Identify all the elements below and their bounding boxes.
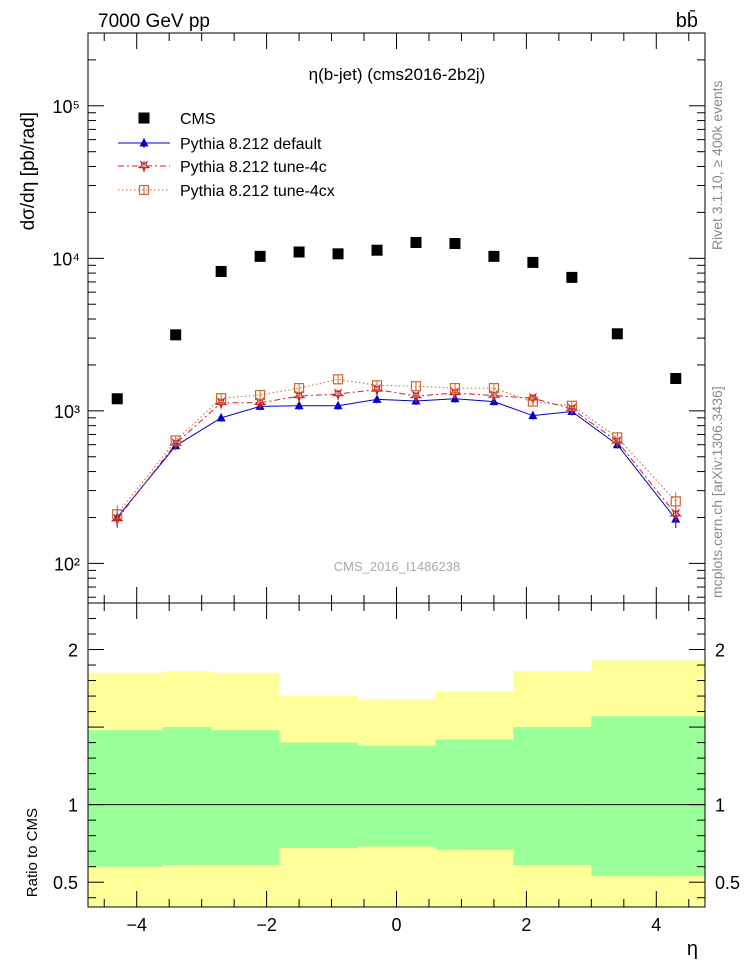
green-band-bin <box>435 739 514 850</box>
data-point <box>216 393 227 404</box>
data-point <box>527 256 539 268</box>
data-point <box>566 271 578 283</box>
series-cms <box>111 236 682 405</box>
green-band <box>88 716 705 876</box>
data-point <box>253 397 267 410</box>
top-y-tick-label: 10³ <box>54 402 80 422</box>
series-pythia-8-212-default <box>112 393 681 529</box>
legend-item: Pythia 8.212 tune-4cx <box>118 183 335 200</box>
data-point <box>170 329 182 341</box>
legend-item: Pythia 8.212 tune-4c <box>118 159 327 176</box>
ratio-y-tick-label: 0.5 <box>53 873 78 893</box>
x-tick-label: 2 <box>521 915 531 935</box>
data-point <box>488 250 500 262</box>
data-point <box>488 382 500 394</box>
x-tick-label: −2 <box>256 915 277 935</box>
ratio-y-tick-label: 2 <box>68 641 78 661</box>
data-point <box>528 410 538 420</box>
data-point <box>111 393 123 405</box>
data-point <box>612 432 623 443</box>
legend-item: CMS <box>138 111 216 128</box>
data-point <box>332 248 344 260</box>
ratio-y-tick-label-right: 1 <box>715 796 725 816</box>
legend-marker <box>138 184 150 196</box>
data-point <box>216 412 226 422</box>
green-band-bin <box>279 742 358 849</box>
green-band-bin <box>211 730 280 866</box>
green-band-bin <box>162 727 212 866</box>
data-point <box>292 390 306 403</box>
green-band-bin <box>591 716 705 876</box>
legend-marker <box>137 160 151 173</box>
data-point <box>170 435 181 446</box>
data-point <box>566 400 577 411</box>
data-point <box>409 390 423 403</box>
top-y-tick-label: 10⁴ <box>52 249 80 269</box>
data-point <box>293 382 305 394</box>
process-label: bb̄ <box>676 9 698 32</box>
ratio-y-tick-label-right: 0.5 <box>715 873 740 893</box>
watermark: CMS_2016_I1486238 <box>334 559 461 574</box>
ratio-y-axis-label: Ratio to CMS <box>24 808 41 897</box>
plot-title: η(b-jet) (cms2016-2b2j) <box>309 65 486 84</box>
data-point <box>611 328 623 340</box>
data-point <box>487 390 501 403</box>
x-tick-label: −4 <box>126 915 147 935</box>
top-y-tick-label: 10² <box>54 554 80 574</box>
data-point <box>333 400 343 410</box>
x-tick-label: 0 <box>391 915 401 935</box>
ratio-y-tick-label-right: 2 <box>715 641 725 661</box>
top-y-tick-label: 10⁵ <box>53 97 80 117</box>
x-tick-label: 4 <box>651 915 661 935</box>
legend-marker <box>138 112 150 124</box>
series-pythia-8-212-tune-4cx <box>112 374 681 524</box>
legend-item: Pythia 8.212 default <box>118 136 322 153</box>
data-point <box>526 392 540 406</box>
data-point <box>112 509 123 520</box>
x-axis-label: η <box>687 938 698 960</box>
mcplots-label: mcplots.cern.ch [arXiv:1306.3436] <box>709 386 725 598</box>
data-point <box>215 265 227 277</box>
top-y-axis-label: dσ/dη [pb/rad] <box>18 112 39 230</box>
energy-label: 7000 GeV pp <box>98 11 210 32</box>
series-line <box>116 378 677 515</box>
legend-marker <box>139 138 149 147</box>
legend-label: CMS <box>180 111 216 128</box>
data-point <box>669 508 683 522</box>
data-point <box>254 250 266 262</box>
green-band-bin <box>513 727 592 866</box>
data-point <box>670 372 682 384</box>
legend-label: Pythia 8.212 tune-4cx <box>180 183 335 200</box>
data-point <box>332 374 344 385</box>
green-band-bin <box>357 745 436 847</box>
ratio-y-tick-label: 1 <box>68 796 78 816</box>
data-point <box>527 396 538 407</box>
data-point <box>255 389 266 401</box>
series-pythia-8-212-tune-4c <box>110 383 683 529</box>
data-point <box>449 238 461 250</box>
green-band-bin <box>88 730 163 867</box>
data-point <box>294 400 304 410</box>
legend-label: Pythia 8.212 tune-4c <box>180 159 327 176</box>
data-point <box>670 496 681 507</box>
data-point <box>410 381 422 392</box>
legend-label: Pythia 8.212 default <box>180 136 322 153</box>
data-point <box>293 246 305 258</box>
data-point <box>372 394 382 403</box>
legend: CMS Pythia 8.212 default Pythia 8.212 tune… <box>118 111 335 200</box>
rivet-version-label: Rivet 3.1.10, ≥ 400k events <box>709 80 725 250</box>
series-line <box>116 389 677 520</box>
data-point <box>371 244 383 256</box>
series-line <box>116 398 677 520</box>
data-point <box>410 236 422 248</box>
data-point <box>371 380 383 391</box>
data-point <box>449 382 461 394</box>
data-point <box>331 388 345 401</box>
